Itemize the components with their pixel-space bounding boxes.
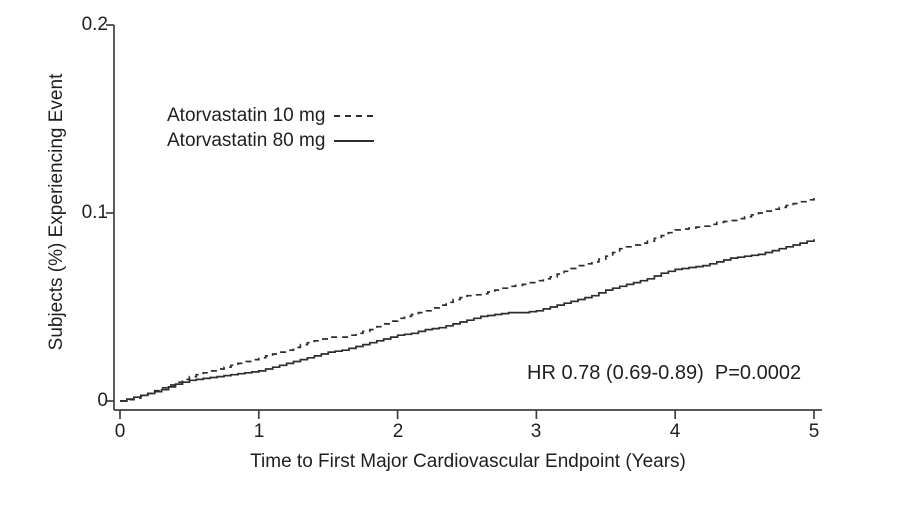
x-tick-label-4: 4	[669, 421, 681, 442]
x-tick-label-0: 0	[114, 421, 126, 442]
legend-label-atorvastatin-80mg: Atorvastatin 80 mg	[167, 130, 326, 151]
y-tick-label-0: 0	[97, 390, 108, 411]
legend-entry-atorvastatin-80mg: Atorvastatin 80 mg	[167, 129, 375, 152]
curve-atorvastatin-80mg	[120, 239, 815, 402]
x-tick-label-3: 3	[530, 421, 542, 442]
y-tick-label-0_1: 0.1	[81, 202, 108, 223]
legend-entry-atorvastatin-10mg: Atorvastatin 10 mg	[167, 104, 375, 127]
legend-solid-line-sample	[334, 139, 375, 142]
legend-label-atorvastatin-10mg: Atorvastatin 10 mg	[167, 105, 326, 126]
legend-dashed-line-sample	[334, 114, 375, 117]
x-tick-label-1: 1	[253, 421, 265, 442]
x-tick-label-2: 2	[392, 421, 404, 442]
x-axis-title: Time to First Major Cardiovascular Endpo…	[250, 451, 686, 472]
y-tick-label-0_2: 0.2	[81, 14, 108, 35]
x-tick-label-5: 5	[808, 421, 820, 442]
hazard-ratio-annotation: HR 0.78 (0.69-0.89) P=0.0002	[527, 362, 802, 384]
